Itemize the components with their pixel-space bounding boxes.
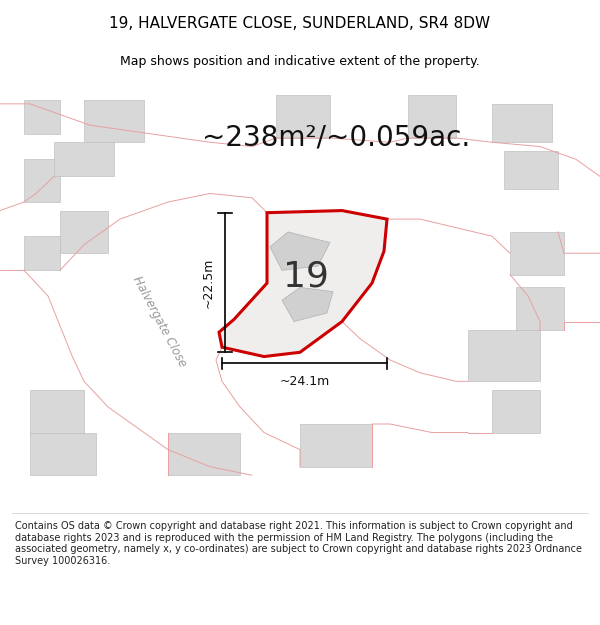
Polygon shape	[516, 288, 564, 330]
Text: ~24.1m: ~24.1m	[280, 376, 329, 388]
Polygon shape	[60, 211, 108, 253]
Polygon shape	[24, 99, 60, 134]
Polygon shape	[504, 151, 558, 189]
Text: Halvergate Close: Halvergate Close	[130, 274, 188, 369]
Polygon shape	[282, 288, 333, 321]
Polygon shape	[492, 104, 552, 142]
Polygon shape	[30, 432, 96, 475]
Text: ~238m²/~0.059ac.: ~238m²/~0.059ac.	[202, 124, 470, 152]
Polygon shape	[219, 211, 387, 356]
Text: Contains OS data © Crown copyright and database right 2021. This information is : Contains OS data © Crown copyright and d…	[15, 521, 582, 566]
Text: Map shows position and indicative extent of the property.: Map shows position and indicative extent…	[120, 56, 480, 68]
Polygon shape	[168, 432, 240, 475]
Polygon shape	[54, 142, 114, 176]
Text: 19: 19	[283, 260, 329, 294]
Text: 19, HALVERGATE CLOSE, SUNDERLAND, SR4 8DW: 19, HALVERGATE CLOSE, SUNDERLAND, SR4 8D…	[109, 16, 491, 31]
Polygon shape	[408, 95, 456, 138]
Polygon shape	[24, 159, 60, 202]
Polygon shape	[270, 232, 330, 271]
Polygon shape	[84, 99, 144, 142]
Polygon shape	[30, 390, 84, 432]
Polygon shape	[24, 236, 60, 271]
Polygon shape	[510, 232, 564, 274]
Polygon shape	[300, 424, 372, 467]
Polygon shape	[468, 330, 540, 381]
Polygon shape	[492, 390, 540, 432]
Polygon shape	[276, 95, 330, 138]
Text: ~22.5m: ~22.5m	[201, 258, 214, 308]
